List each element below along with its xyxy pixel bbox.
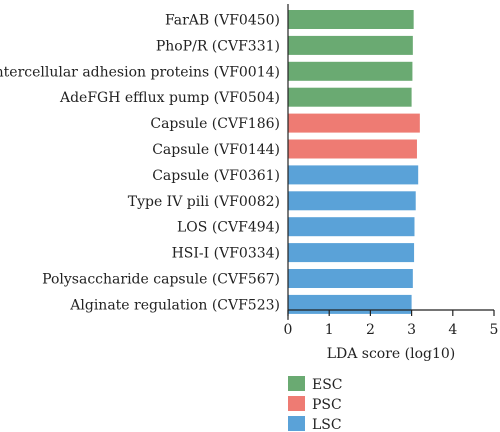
bar [288,269,413,288]
bar [288,165,419,185]
category-label: Type IV pili (VF0082) [128,194,280,210]
bar [288,87,412,107]
category-label: Capsule (VF0144) [152,142,280,158]
category-label: Intercellular adhesion proteins (VF0014) [0,64,280,80]
x-tick-label: 5 [490,322,499,338]
legend-label: PSC [312,397,342,413]
x-tick-label: 3 [407,322,416,338]
category-label: Capsule (VF0361) [152,168,280,184]
legend-label: ESC [312,377,343,393]
category-labels: FarAB (VF0450) PhoP/R (CVF331) Intercellul… [0,13,280,314]
category-label: FarAB (VF0450) [165,13,280,29]
x-tick-label: 2 [366,322,375,338]
category-label: PhoP/R (CVF331) [156,38,280,54]
x-tick-label: 4 [448,322,457,338]
bar [288,294,412,314]
category-label: Polysaccharide capsule (CVF567) [42,272,280,288]
bar [288,217,415,237]
legend-swatch [288,376,305,391]
category-label: AdeFGH efflux pump (VF0504) [59,90,280,106]
x-tick-label: 0 [284,322,293,338]
bar [288,243,415,263]
bar [288,61,413,81]
bar [288,10,414,29]
bar [288,139,417,159]
x-axis: 0 1 2 3 4 5 [284,4,499,338]
category-label: Alginate regulation (CVF523) [69,297,280,313]
bar [288,35,413,55]
legend: ESC PSC LSC [288,376,343,432]
bars-layer [288,10,420,314]
category-label: Capsule (CVF186) [150,116,280,132]
legend-swatch [288,396,305,411]
legend-label: LSC [312,417,342,432]
bar [288,191,416,211]
x-axis-title: LDA score (log10) [327,346,456,362]
legend-swatch [288,416,305,431]
category-label: HSI-I (VF0334) [172,246,280,262]
x-tick-label: 1 [325,322,334,338]
bar [288,113,420,133]
category-label: LOS (CVF494) [177,220,280,236]
